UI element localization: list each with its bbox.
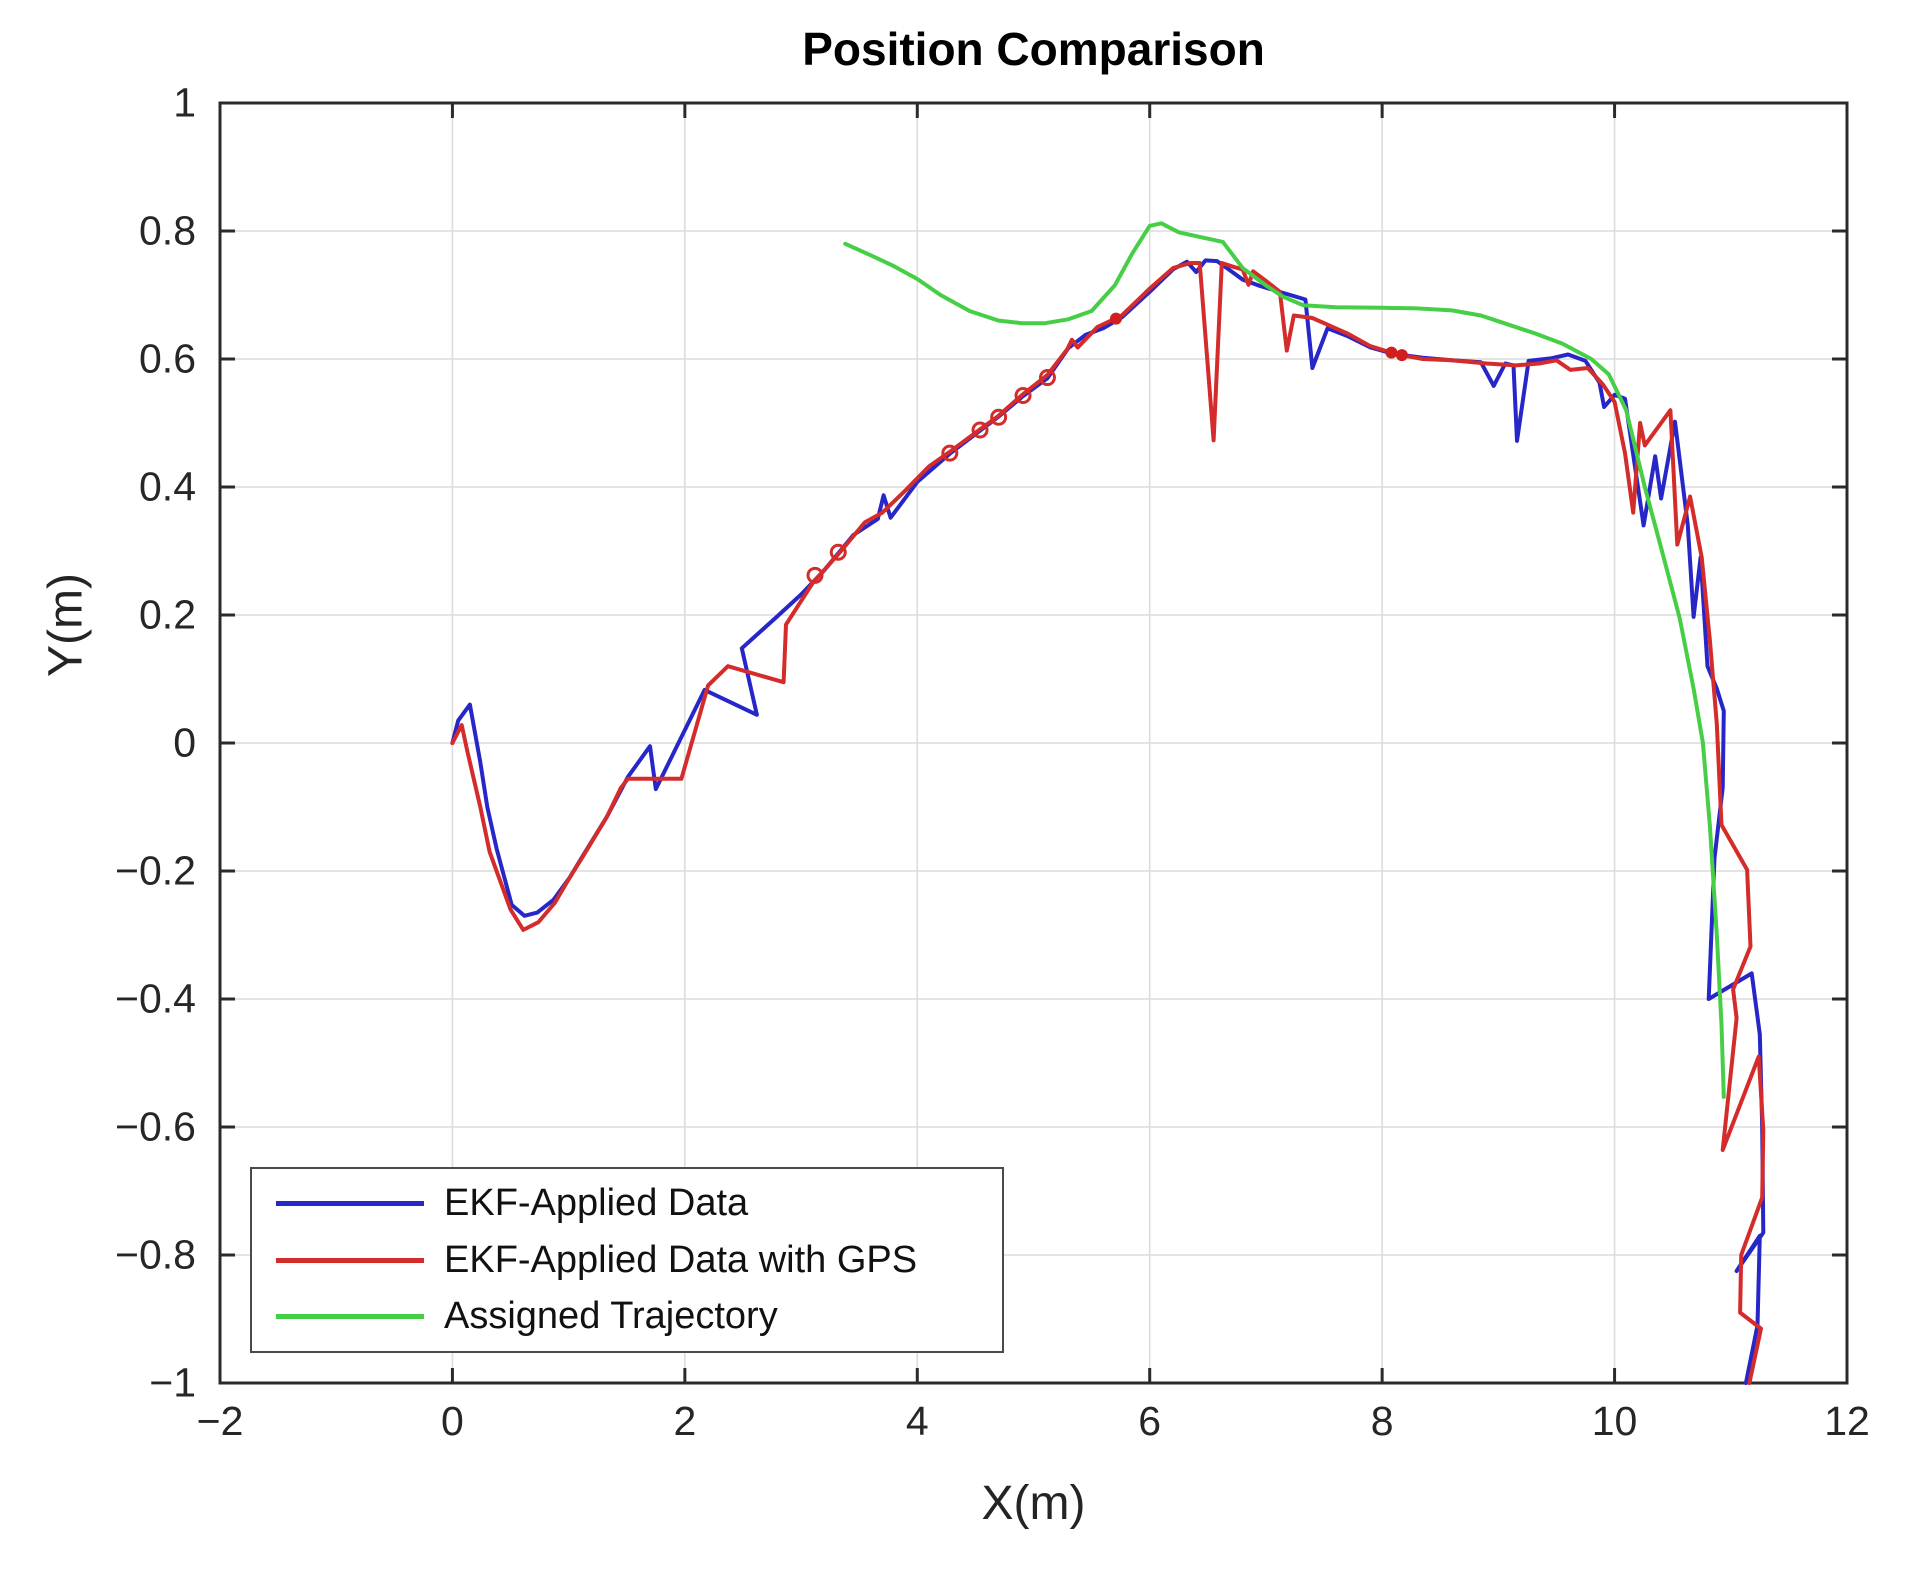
x-tick-label: −2 — [196, 1398, 244, 1444]
y-tick-label: −1 — [149, 1359, 196, 1406]
chart-title: Position Comparison — [802, 23, 1265, 75]
marker-red-knot-circles — [971, 421, 989, 439]
marker-red-knot-circles — [941, 444, 959, 462]
x-tick-label: 6 — [1138, 1398, 1162, 1444]
marker-red-knot-circles — [829, 543, 847, 561]
marker-red-knot-circles — [806, 566, 824, 584]
legend-label: Assigned Trajectory — [444, 1294, 778, 1337]
y-tick-label: 0.6 — [139, 335, 196, 382]
marker-red-dots — [1395, 349, 1408, 362]
y-tick-label: −0.2 — [115, 847, 196, 894]
y-tick-label: −0.8 — [115, 1231, 196, 1278]
y-tick-label: 1 — [173, 79, 196, 126]
x-tick-label: 0 — [441, 1398, 464, 1444]
legend-entry-ekf-applied-data: EKF-Applied Data — [252, 1182, 1002, 1225]
y-tick-label: 0 — [173, 719, 196, 766]
marker-red-knot-circles — [1038, 369, 1056, 387]
legend-entry-assigned-trajectory: Assigned Trajectory — [252, 1295, 1002, 1338]
x-tick-label: 2 — [673, 1398, 697, 1444]
legend-line-swatch — [276, 1257, 424, 1263]
legend-entry-ekf-applied-data-with-gps: EKF-Applied Data with GPS — [252, 1239, 1002, 1282]
x-tick-label: 12 — [1824, 1398, 1870, 1444]
x-axis-label: X(m) — [981, 1477, 1086, 1530]
legend: EKF-Applied Data EKF-Applied Data with GP… — [250, 1167, 1004, 1353]
series-ekf-applied-data-with-gps — [450, 261, 1766, 1385]
y-tick-label: 0.8 — [139, 207, 196, 254]
series-ekf-applied-data — [450, 258, 1766, 1385]
marker-red-dots — [1385, 346, 1398, 359]
y-tick-label: 0.4 — [139, 463, 196, 510]
series-assigned-trajectory — [843, 221, 1726, 1099]
legend-label: EKF-Applied Data with GPS — [444, 1238, 918, 1281]
marker-red-knot-circles — [990, 408, 1008, 426]
legend-line-swatch — [276, 1313, 424, 1319]
y-tick-label: −0.4 — [115, 975, 196, 1022]
marker-red-knot-circles — [1014, 386, 1032, 404]
x-tick-label: 8 — [1370, 1398, 1394, 1444]
y-tick-label: 0.2 — [139, 591, 196, 638]
legend-label: EKF-Applied Data — [444, 1182, 749, 1225]
x-tick-label: 4 — [905, 1398, 929, 1444]
x-tick-label: 10 — [1591, 1398, 1638, 1444]
y-tick-label: −0.6 — [115, 1103, 196, 1150]
marker-red-dots — [1110, 312, 1123, 325]
legend-line-swatch — [276, 1201, 424, 1207]
